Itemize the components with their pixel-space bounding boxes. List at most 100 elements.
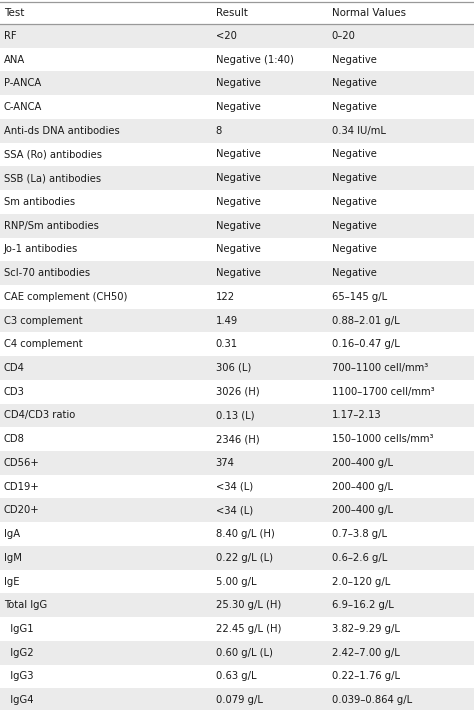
Text: Negative: Negative bbox=[216, 197, 261, 207]
Text: Negative: Negative bbox=[332, 150, 377, 160]
Text: 0–20: 0–20 bbox=[332, 31, 356, 41]
Bar bbox=[0, 523, 474, 546]
Text: 200–400 g/L: 200–400 g/L bbox=[332, 458, 393, 468]
Bar bbox=[0, 546, 474, 569]
Text: CD4: CD4 bbox=[4, 363, 25, 373]
Text: P-ANCA: P-ANCA bbox=[4, 78, 41, 88]
Text: IgG3: IgG3 bbox=[4, 672, 33, 682]
Text: Negative: Negative bbox=[216, 78, 261, 88]
Text: Negative: Negative bbox=[216, 221, 261, 231]
Text: RF: RF bbox=[4, 31, 17, 41]
Text: 0.34 IU/mL: 0.34 IU/mL bbox=[332, 126, 386, 136]
Text: CD20+: CD20+ bbox=[4, 506, 39, 515]
Text: 1100–1700 cell/mm³: 1100–1700 cell/mm³ bbox=[332, 387, 435, 397]
Text: Negative: Negative bbox=[216, 150, 261, 160]
Text: 0.60 g/L (L): 0.60 g/L (L) bbox=[216, 648, 273, 657]
Text: CD19+: CD19+ bbox=[4, 481, 39, 491]
Text: 2.42–7.00 g/L: 2.42–7.00 g/L bbox=[332, 648, 400, 657]
Bar bbox=[0, 475, 474, 498]
Text: CD8: CD8 bbox=[4, 435, 25, 444]
Text: RNP/Sm antibodies: RNP/Sm antibodies bbox=[4, 221, 99, 231]
Text: Scl-70 antibodies: Scl-70 antibodies bbox=[4, 268, 90, 278]
Text: 122: 122 bbox=[216, 292, 235, 302]
Text: 5.00 g/L: 5.00 g/L bbox=[216, 577, 256, 586]
Bar bbox=[0, 143, 474, 166]
Bar bbox=[0, 119, 474, 143]
Text: 306 (L): 306 (L) bbox=[216, 363, 251, 373]
Text: 0.16–0.47 g/L: 0.16–0.47 g/L bbox=[332, 339, 400, 349]
Text: CD3: CD3 bbox=[4, 387, 25, 397]
Bar bbox=[0, 166, 474, 190]
Text: Anti-ds DNA antibodies: Anti-ds DNA antibodies bbox=[4, 126, 119, 136]
Bar bbox=[0, 24, 474, 48]
Text: 22.45 g/L (H): 22.45 g/L (H) bbox=[216, 624, 281, 634]
Text: 200–400 g/L: 200–400 g/L bbox=[332, 506, 393, 515]
Bar bbox=[0, 617, 474, 641]
Text: SSA (Ro) antibodies: SSA (Ro) antibodies bbox=[4, 150, 102, 160]
Bar bbox=[0, 403, 474, 427]
Bar bbox=[0, 238, 474, 261]
Text: SSB (La) antibodies: SSB (La) antibodies bbox=[4, 173, 101, 183]
Text: 0.079 g/L: 0.079 g/L bbox=[216, 695, 263, 705]
Bar bbox=[0, 2, 474, 24]
Text: 0.13 (L): 0.13 (L) bbox=[216, 410, 254, 420]
Text: Sm antibodies: Sm antibodies bbox=[4, 197, 75, 207]
Bar bbox=[0, 427, 474, 451]
Text: 0.6–2.6 g/L: 0.6–2.6 g/L bbox=[332, 553, 387, 563]
Text: IgG4: IgG4 bbox=[4, 695, 33, 705]
Text: Negative: Negative bbox=[332, 221, 377, 231]
Text: 374: 374 bbox=[216, 458, 235, 468]
Bar bbox=[0, 498, 474, 523]
Text: Negative (1:40): Negative (1:40) bbox=[216, 55, 293, 65]
Bar bbox=[0, 48, 474, 72]
Text: Negative: Negative bbox=[332, 78, 377, 88]
Text: Normal Values: Normal Values bbox=[332, 8, 406, 18]
Text: 1.49: 1.49 bbox=[216, 315, 238, 326]
Text: Negative: Negative bbox=[332, 173, 377, 183]
Text: 2346 (H): 2346 (H) bbox=[216, 435, 259, 444]
Text: <20: <20 bbox=[216, 31, 237, 41]
Text: 150–1000 cells/mm³: 150–1000 cells/mm³ bbox=[332, 435, 433, 444]
Text: 65–145 g/L: 65–145 g/L bbox=[332, 292, 387, 302]
Text: IgA: IgA bbox=[4, 529, 20, 539]
Bar bbox=[0, 72, 474, 95]
Text: C4 complement: C4 complement bbox=[4, 339, 82, 349]
Bar bbox=[0, 569, 474, 594]
Bar bbox=[0, 356, 474, 380]
Text: <34 (L): <34 (L) bbox=[216, 481, 253, 491]
Bar bbox=[0, 665, 474, 688]
Text: Negative: Negative bbox=[332, 197, 377, 207]
Text: 2.0–120 g/L: 2.0–120 g/L bbox=[332, 577, 390, 586]
Bar bbox=[0, 594, 474, 617]
Bar bbox=[0, 261, 474, 285]
Bar bbox=[0, 380, 474, 403]
Text: 1.17–2.13: 1.17–2.13 bbox=[332, 410, 382, 420]
Text: 0.22–1.76 g/L: 0.22–1.76 g/L bbox=[332, 672, 400, 682]
Text: <34 (L): <34 (L) bbox=[216, 506, 253, 515]
Text: Negative: Negative bbox=[216, 268, 261, 278]
Text: Result: Result bbox=[216, 8, 247, 18]
Text: CD4/CD3 ratio: CD4/CD3 ratio bbox=[4, 410, 75, 420]
Text: IgE: IgE bbox=[4, 577, 19, 586]
Text: 0.63 g/L: 0.63 g/L bbox=[216, 672, 256, 682]
Bar bbox=[0, 95, 474, 119]
Text: Total IgG: Total IgG bbox=[4, 600, 47, 610]
Text: Negative: Negative bbox=[332, 244, 377, 254]
Text: Test: Test bbox=[4, 8, 24, 18]
Text: 0.7–3.8 g/L: 0.7–3.8 g/L bbox=[332, 529, 387, 539]
Bar bbox=[0, 285, 474, 309]
Bar bbox=[0, 451, 474, 475]
Text: Negative: Negative bbox=[216, 244, 261, 254]
Text: 0.31: 0.31 bbox=[216, 339, 238, 349]
Text: IgM: IgM bbox=[4, 553, 22, 563]
Text: CAE complement (CH50): CAE complement (CH50) bbox=[4, 292, 127, 302]
Text: 3.82–9.29 g/L: 3.82–9.29 g/L bbox=[332, 624, 400, 634]
Text: CD56+: CD56+ bbox=[4, 458, 39, 468]
Text: 0.88–2.01 g/L: 0.88–2.01 g/L bbox=[332, 315, 400, 326]
Text: 6.9–16.2 g/L: 6.9–16.2 g/L bbox=[332, 600, 393, 610]
Text: Negative: Negative bbox=[216, 102, 261, 112]
Text: Negative: Negative bbox=[332, 102, 377, 112]
Text: 0.039–0.864 g/L: 0.039–0.864 g/L bbox=[332, 695, 412, 705]
Bar bbox=[0, 332, 474, 356]
Text: 8: 8 bbox=[216, 126, 222, 136]
